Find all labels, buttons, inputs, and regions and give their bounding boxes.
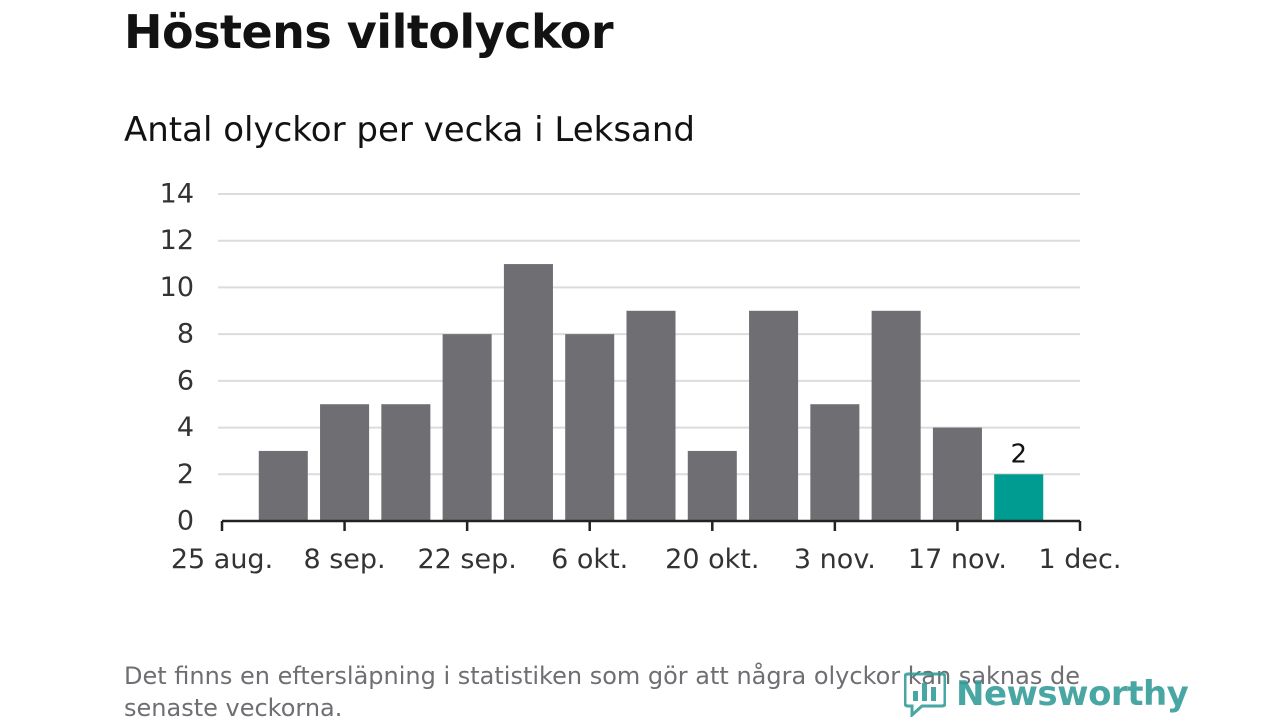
x-tick-label: 17 nov. [908, 544, 1007, 575]
y-tick-label: 2 [177, 459, 194, 490]
x-tick-label: 25 aug. [171, 544, 273, 575]
bar [810, 404, 860, 521]
newsworthy-logo[interactable]: Newsworthy [904, 668, 1189, 720]
bar [503, 264, 553, 521]
bar [258, 450, 308, 521]
brand-name: Newsworthy [956, 674, 1189, 714]
x-tick-label: 20 okt. [665, 544, 759, 575]
y-tick-label: 8 [177, 319, 194, 350]
data-label: 2 [1010, 439, 1027, 469]
bar [626, 310, 676, 521]
x-tick-label: 3 nov. [794, 544, 876, 575]
x-tick-label: 22 sep. [417, 544, 516, 575]
x-tick-label: 8 sep. [303, 544, 385, 575]
bar-chart-speech-bubble-icon [904, 672, 946, 717]
bar [932, 427, 982, 521]
bar [320, 404, 370, 521]
chart-subtitle: Antal olyckor per vecka i Leksand [124, 110, 695, 150]
y-tick-label: 12 [160, 225, 194, 256]
chart-title: Höstens viltolyckor [124, 5, 614, 59]
bar [994, 474, 1044, 521]
bar [565, 334, 615, 521]
footnote: Det finns en eftersläpning i statistiken… [124, 662, 1080, 722]
y-tick-label: 6 [177, 365, 194, 396]
bar-chart: 0 2 4 6 8 10 12 14 2 25 aug. 8 sep. 22 sep. 6 okt. 20… [160, 179, 1122, 576]
y-tick-label: 0 [177, 506, 194, 537]
bar [871, 310, 921, 521]
x-tick-label: 6 okt. [551, 544, 628, 575]
x-tick-label: 1 dec. [1039, 544, 1122, 575]
y-tick-label: 14 [160, 179, 194, 210]
bar [381, 404, 431, 521]
bar [687, 450, 737, 521]
bar [442, 334, 492, 521]
y-tick-label: 10 [160, 272, 194, 303]
bar [749, 310, 799, 521]
y-tick-label: 4 [177, 412, 194, 443]
